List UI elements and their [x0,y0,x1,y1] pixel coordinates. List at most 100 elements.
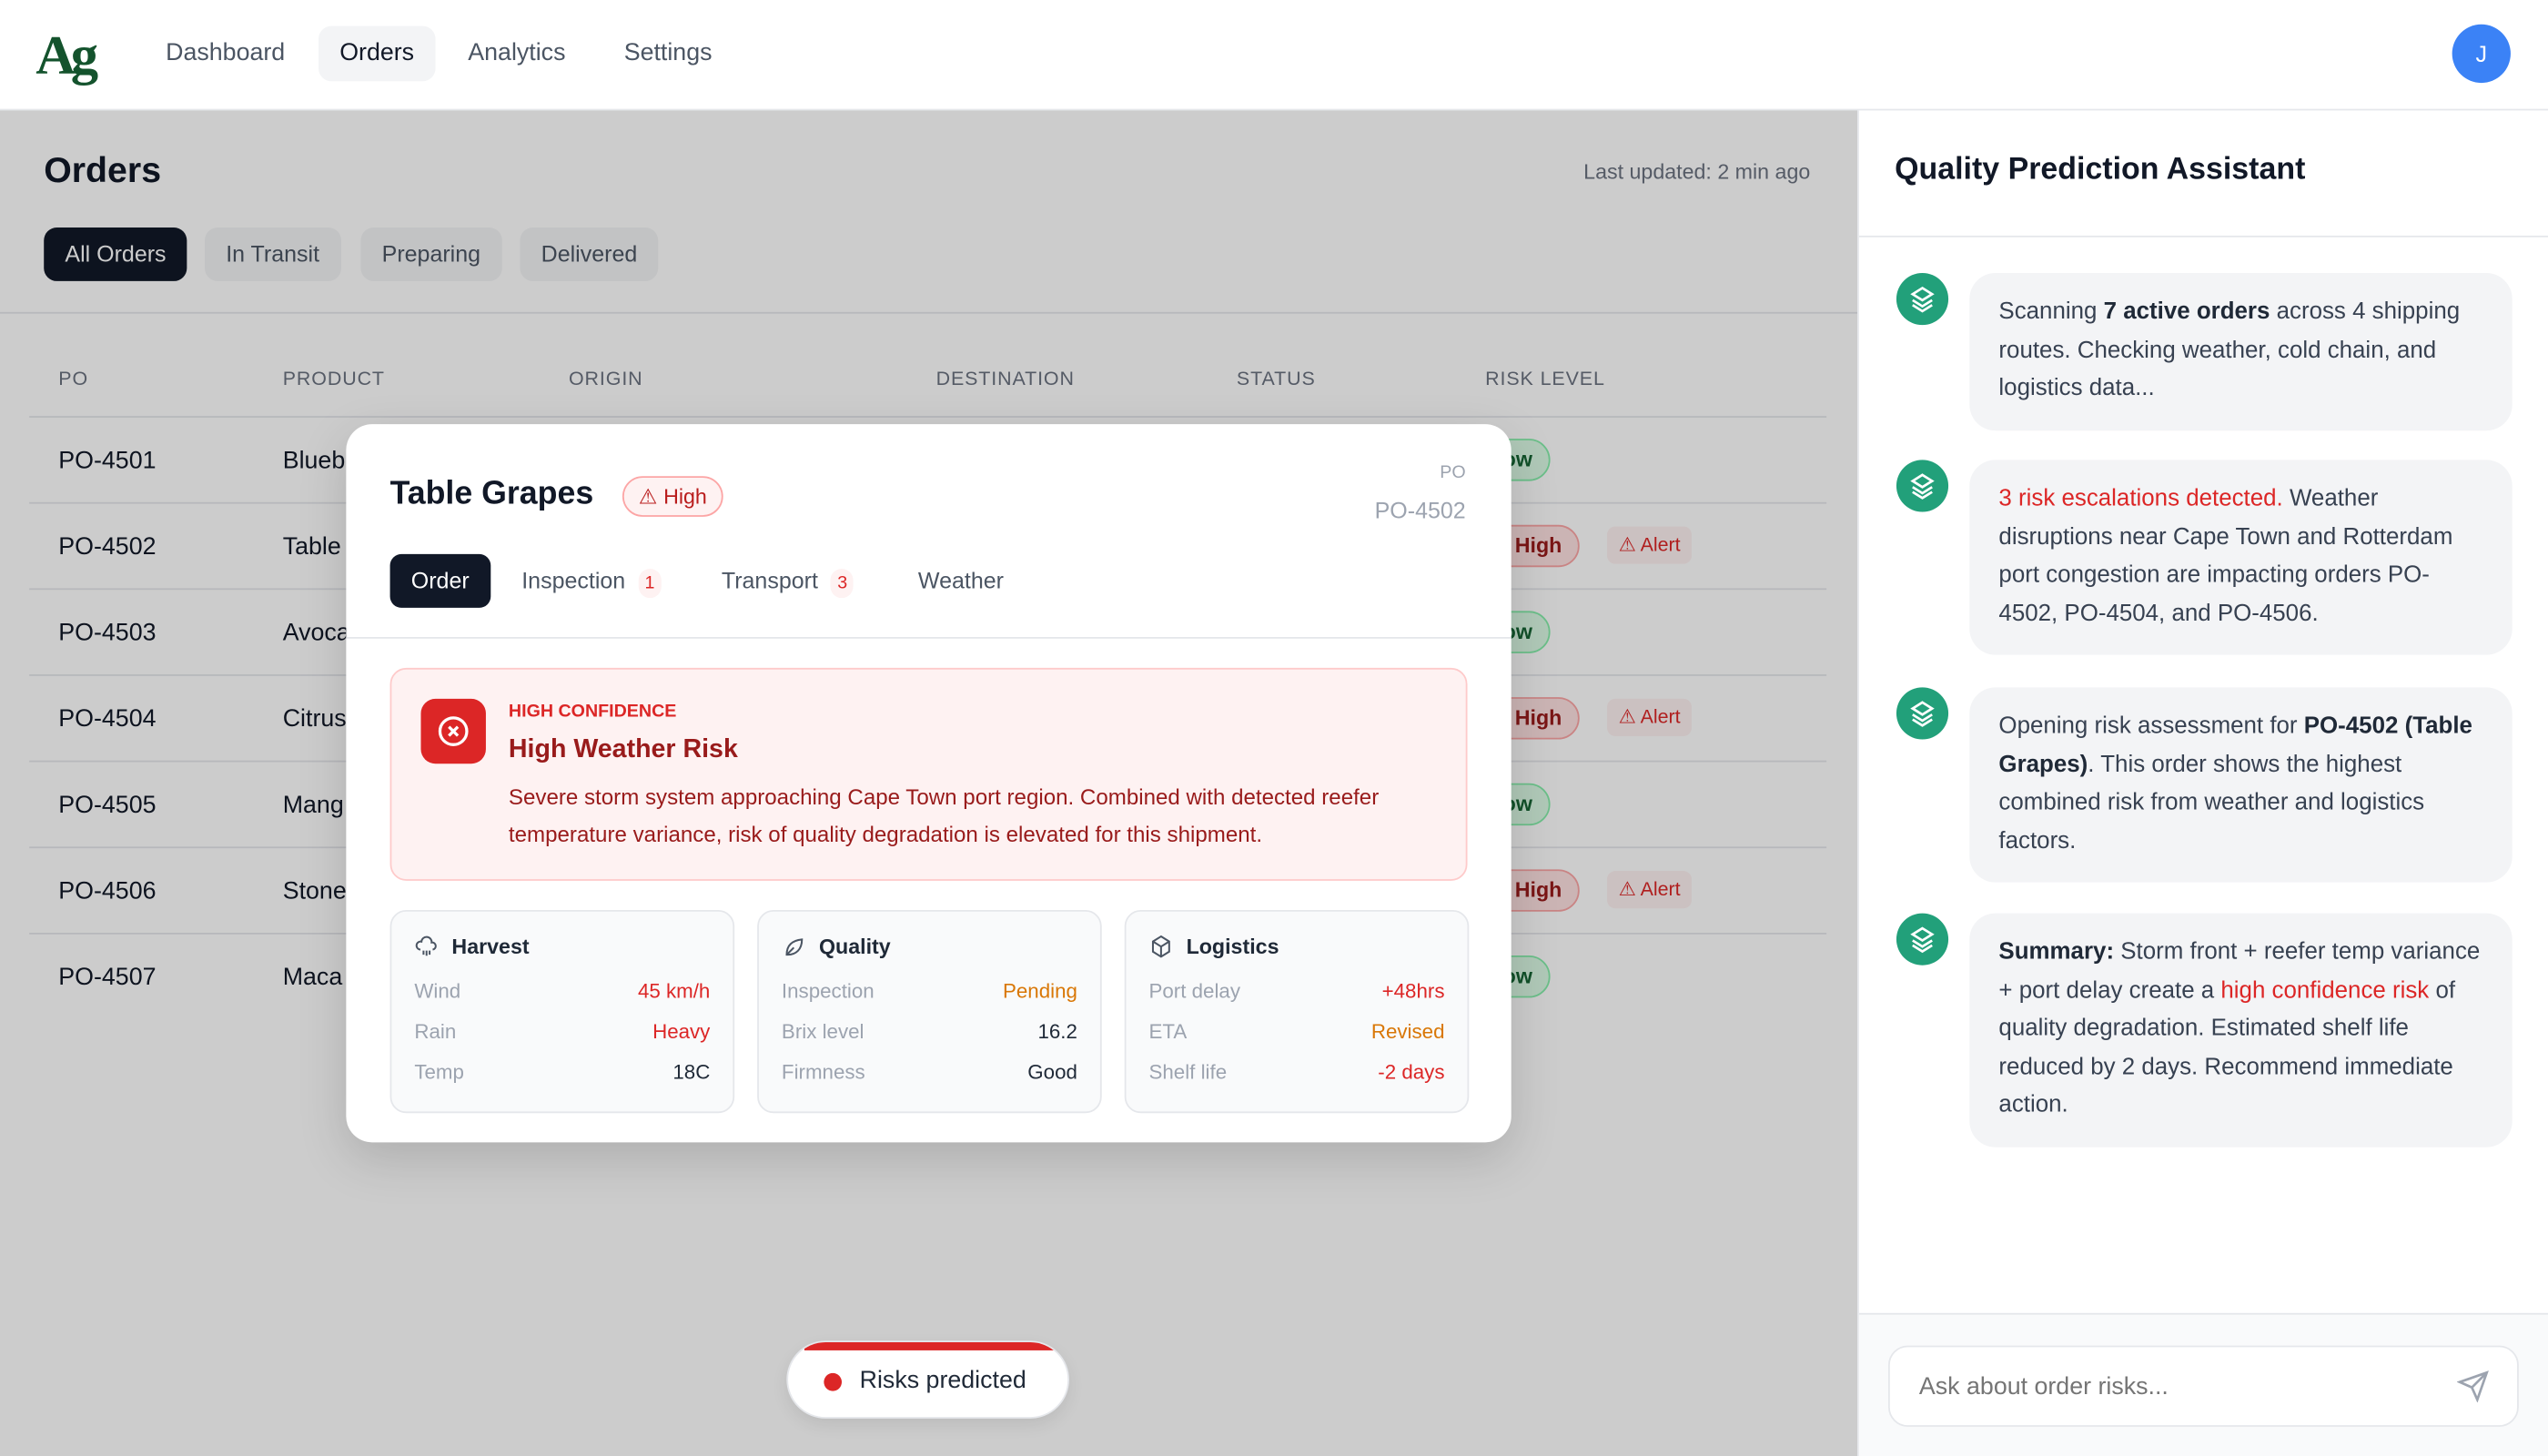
nav-orders[interactable]: Orders [318,25,436,82]
leaf-icon [785,938,804,956]
po-cell: PO-4507 [58,963,157,992]
metric-value: -2 days [1378,1061,1445,1085]
column-header: STATUS [1236,367,1316,390]
tab-inspection[interactable]: Inspection 1 [500,554,682,608]
product-cell: Citrus [282,704,347,733]
po-cell: PO-4501 [58,447,157,475]
tab-label: Inspection [521,567,626,593]
assistant-message: 3 risk escalations detected. Weather dis… [1969,460,2513,655]
table-row[interactable]: PO-4501 BluebLow [29,416,1827,502]
risk-title: High Weather Risk [508,735,738,764]
risk-badge-label: High [663,484,707,509]
assistant-avatar-icon [1896,272,1949,326]
product-cell: Table [282,532,341,561]
column-header: ORIGIN [568,367,643,390]
send-icon[interactable] [2456,1370,2490,1403]
alert-badge[interactable]: ⚠ Alert [1607,698,1693,736]
metric-row: ETA Revised [1148,1020,1444,1043]
metric-row: Rain Heavy [414,1020,710,1043]
tab-label: Transport [721,567,818,593]
po-cell: PO-4504 [58,704,157,733]
metric-row: Temp 18C [414,1061,710,1084]
card-header: Quality [782,935,891,959]
metric-label: Brix level [781,1020,864,1044]
last-updated: Last updated: 2 min ago [1583,158,1811,184]
filter-all-orders[interactable]: All Orders [44,227,187,281]
tab-label: Weather [917,567,1004,593]
nav-analytics[interactable]: Analytics [468,38,566,67]
product-cell: Mang [282,791,344,819]
metric-label: Inspection [781,979,875,1003]
metric-row: Firmness Good [782,1061,1077,1084]
package-icon [1151,935,1170,958]
nav-settings[interactable]: Settings [623,38,713,67]
count-badge: 3 [831,568,854,599]
metric-value: 16.2 [1037,1020,1077,1044]
po-cell: PO-4505 [58,791,157,819]
alert-label: Alert [1640,532,1681,556]
status-dot [824,1372,842,1391]
column-header: DESTINATION [935,367,1075,390]
metric-value: +48hrs [1381,979,1445,1003]
alert-label: Alert [1640,704,1681,728]
avatar[interactable]: J [2452,24,2511,84]
page-title: Orders [44,149,162,190]
nav-dashboard[interactable]: Dashboard [166,38,286,67]
filter-in-transit[interactable]: In Transit [204,227,341,281]
chat-input[interactable] [1887,1345,2519,1427]
card-header: Logistics [1148,935,1279,959]
product-cell: Blueb [282,447,346,475]
product-cell: Stone [282,877,347,905]
po-number: PO-4502 [1374,497,1466,523]
product-cell: Avoca [282,619,350,647]
risks-predicted-indicator[interactable]: Risks predicted [786,1340,1069,1419]
tab-weather[interactable]: Weather [897,554,1025,608]
metric-value: Revised [1370,1020,1445,1044]
tab-order[interactable]: Order [389,553,490,608]
metric-value: 18C [672,1061,711,1085]
quality-card: Quality Inspection Pending Brix level 16.2 Fi… [757,909,1102,1114]
metric-value: Good [1027,1061,1077,1085]
assistant-title: Quality Prediction Assistant [1895,152,2306,187]
divider [1858,235,2548,238]
alert-badge[interactable]: ⚠ Alert [1607,871,1693,909]
alert-badge[interactable]: ⚠ Alert [1607,526,1693,564]
card-title: Quality [818,934,891,959]
metric-label: Port delay [1148,979,1241,1003]
filter-delivered[interactable]: Delivered [520,227,659,281]
count-badge: 1 [638,568,662,599]
progress-bar [804,1341,1055,1350]
filter-preparing[interactable]: Preparing [360,227,502,281]
metric-row: Inspection Pending [782,980,1077,1003]
metric-label: Rain [414,1020,457,1044]
tab-label: Order [410,567,470,593]
metric-label: Temp [414,1061,464,1085]
metric-label: ETA [1148,1020,1188,1044]
card-title: Logistics [1186,934,1279,959]
risk-label: High [1514,877,1562,903]
metric-row: Port delay +48hrs [1148,980,1444,1003]
metric-row: Shelf life -2 days [1148,1061,1444,1084]
harvest-card: Harvest Wind 45 km/h Rain Heavy Temp 18C [389,909,735,1114]
metric-value: Pending [1003,979,1077,1003]
risk-label: High [1514,704,1562,730]
error-circle-icon [420,698,486,764]
metric-label: Wind [414,979,461,1003]
tab-transport[interactable]: Transport 3 [701,554,875,608]
metric-label: Shelf life [1148,1061,1228,1085]
metric-row: Brix level 16.2 [782,1020,1077,1043]
po-label: PO [1440,462,1466,483]
warning-icon: ⚠ [638,484,664,509]
po-cell: PO-4503 [58,619,157,647]
metric-value: Heavy [652,1020,711,1044]
logo: Ag [35,25,98,86]
order-detail-modal: Table Grapes ⚠ High PO PO-4502 Order Ins… [346,424,1512,1143]
card-header: Harvest [414,935,530,959]
metric-row: Wind 45 km/h [414,980,710,1003]
po-cell: PO-4502 [58,532,157,561]
risk-description: Severe storm system approaching Cape Tow… [508,784,1380,847]
confidence-label: HIGH CONFIDENCE [508,702,677,722]
assistant-message: Summary: Storm front + reefer temp varia… [1969,913,2513,1147]
column-header: PRODUCT [282,367,385,390]
metric-value: 45 km/h [637,979,711,1003]
